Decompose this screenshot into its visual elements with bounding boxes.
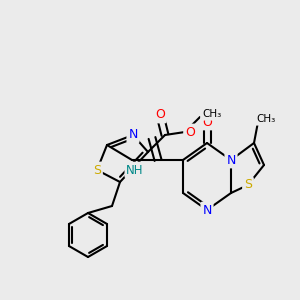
Text: S: S	[244, 178, 252, 191]
Text: CH₃: CH₃	[202, 109, 222, 119]
Text: O: O	[185, 125, 195, 139]
Text: S: S	[93, 164, 101, 176]
Text: N: N	[202, 203, 212, 217]
Text: NH: NH	[126, 164, 144, 176]
Text: O: O	[202, 116, 212, 128]
Text: N: N	[128, 128, 138, 142]
Text: O: O	[155, 109, 165, 122]
Text: CH₃: CH₃	[256, 114, 276, 124]
Text: N: N	[226, 154, 236, 166]
